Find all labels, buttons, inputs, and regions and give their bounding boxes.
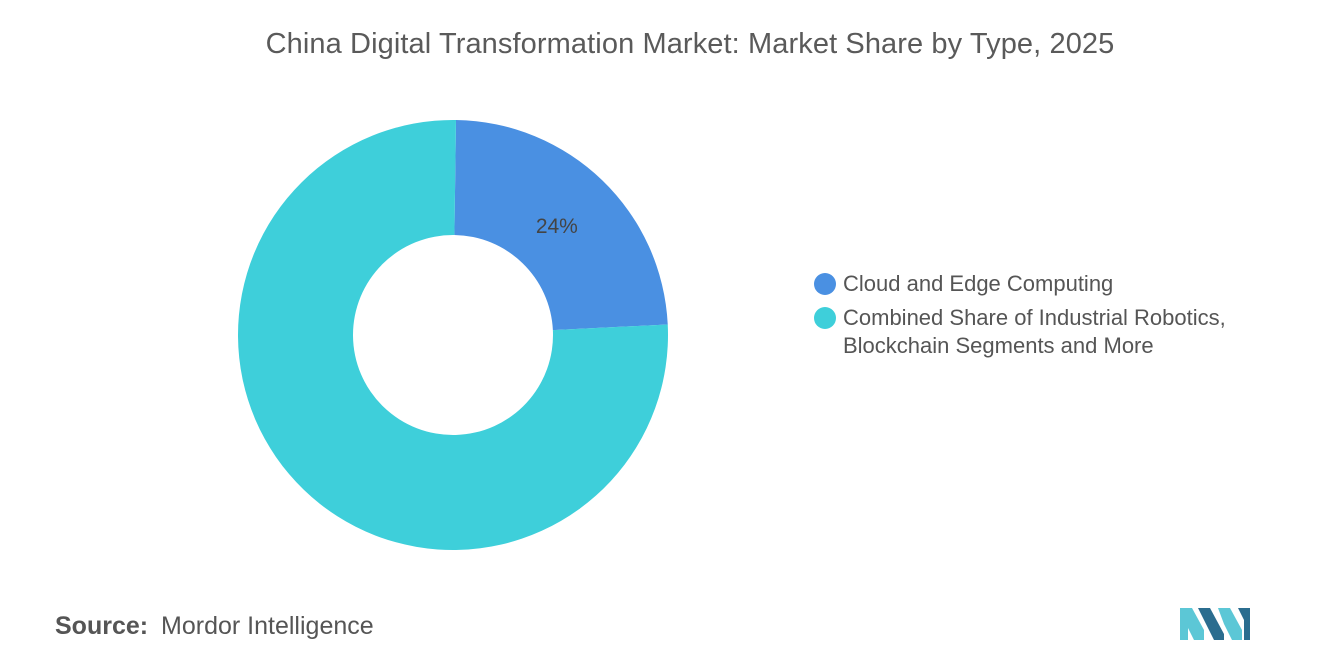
slice-value-label: 24% xyxy=(536,215,578,238)
legend-label-line: Combined Share of Industrial Robotics, xyxy=(843,305,1226,330)
chart-title: China Digital Transformation Market: Mar… xyxy=(265,28,1115,60)
source-note: Source: Mordor Intelligence xyxy=(55,612,374,641)
source-value: Mordor Intelligence xyxy=(161,612,374,640)
legend-swatch-combined-share xyxy=(814,307,836,329)
legend-swatch-cloud-edge xyxy=(814,273,836,295)
mordor-intelligence-logo-icon xyxy=(1180,608,1250,640)
donut-slice[interactable] xyxy=(454,120,668,331)
legend-item-combined-share[interactable]: Combined Share of Industrial Robotics, B… xyxy=(814,304,1284,360)
logo-shape xyxy=(1180,608,1204,640)
legend-label-cloud-edge: Cloud and Edge Computing xyxy=(843,270,1113,298)
logo-shape xyxy=(1198,608,1224,640)
donut-slices xyxy=(238,120,668,551)
source-key: Source: xyxy=(55,612,149,640)
legend-label-combined-share: Combined Share of Industrial Robotics, B… xyxy=(843,304,1226,360)
donut-slice[interactable] xyxy=(238,120,668,551)
legend-label-line: Cloud and Edge Computing xyxy=(843,271,1114,296)
legend-item-cloud-edge[interactable]: Cloud and Edge Computing xyxy=(814,270,1284,298)
logo-shape xyxy=(1238,608,1250,640)
donut-slice-labels: 24% xyxy=(536,215,578,238)
legend-label-line: Blockchain Segments and More xyxy=(843,333,1154,358)
logo-shape xyxy=(1218,608,1242,640)
donut-chart: 24% xyxy=(238,120,668,551)
chart-legend: Cloud and Edge Computing Combined Share … xyxy=(814,270,1284,366)
